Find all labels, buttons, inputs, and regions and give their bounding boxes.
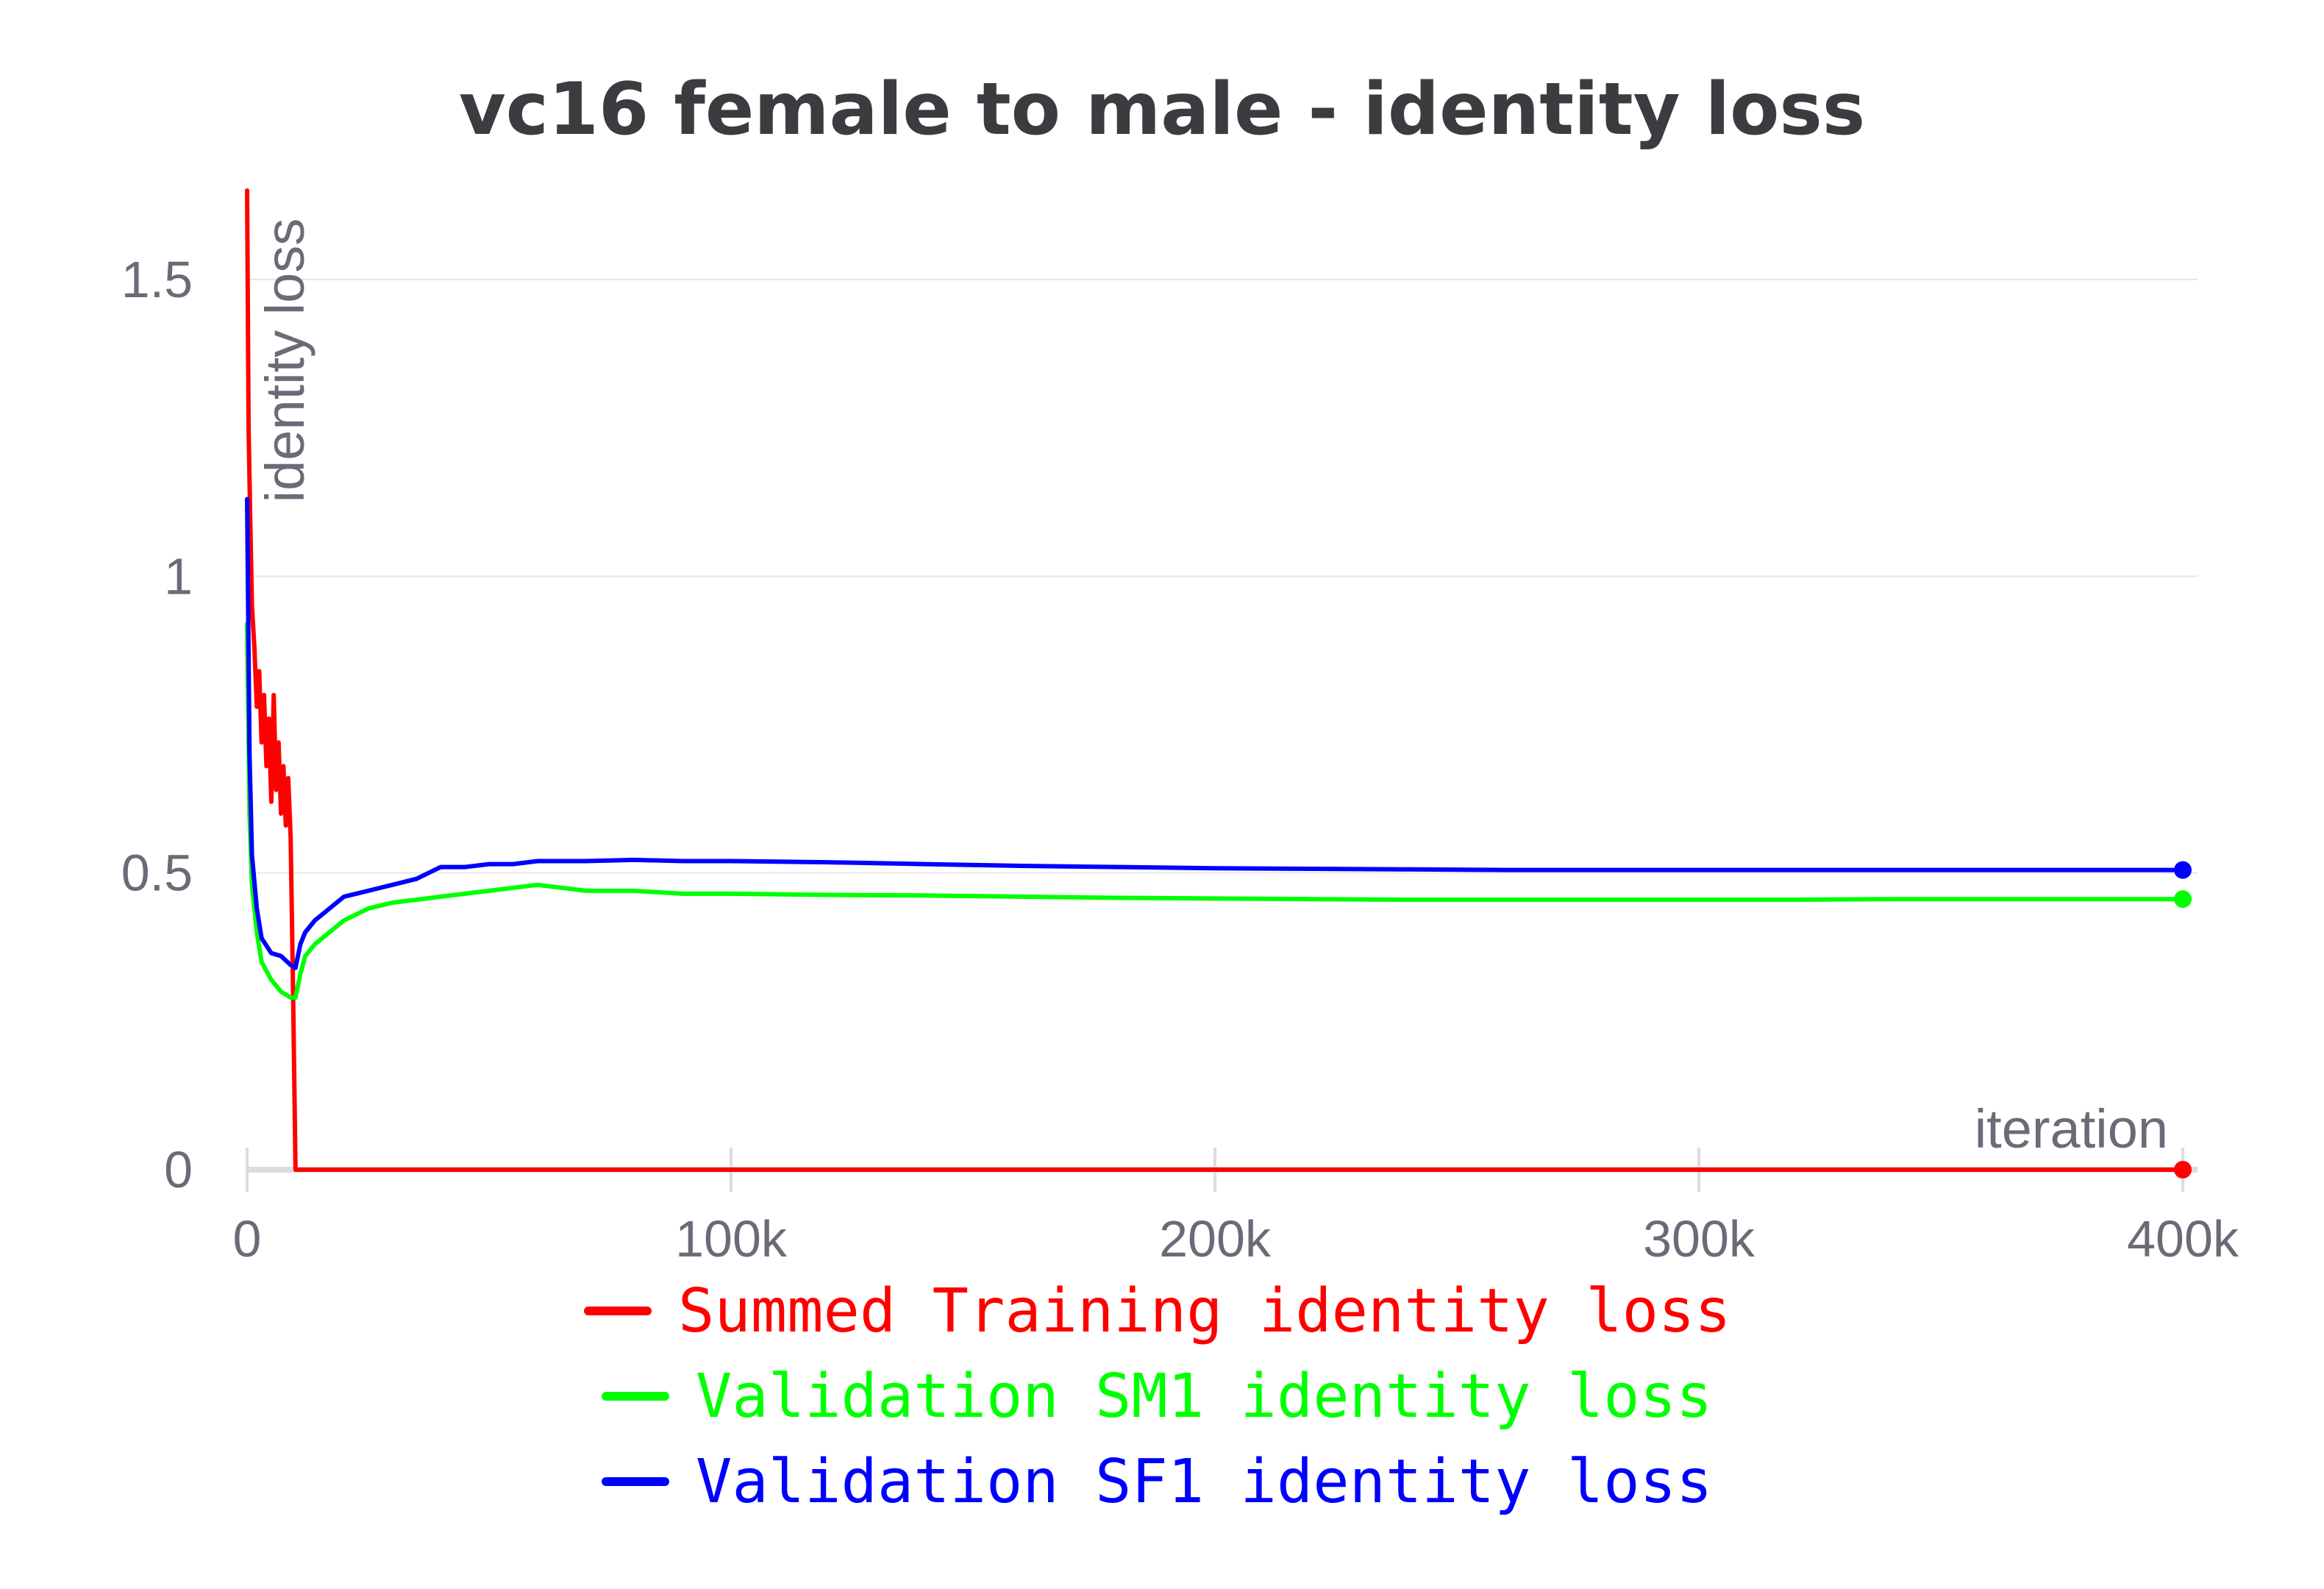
x-tick-label: 0	[233, 1210, 262, 1268]
grid	[247, 278, 2198, 874]
chart-title: vc16 female to male - identity loss	[459, 68, 1865, 152]
x-tick-label: 100k	[675, 1210, 788, 1268]
y-tick-label: 1	[164, 547, 193, 605]
legend-label: Summed Training identity loss	[678, 1276, 1731, 1346]
end-markers	[2174, 861, 2192, 1179]
series-end-marker-1	[2174, 1161, 2192, 1179]
legend-item: Validation SF1 identity loss	[602, 1447, 1712, 1517]
x-tick-label: 300k	[1643, 1210, 1756, 1268]
x-axis-title: iteration	[1975, 1098, 2168, 1159]
legend-label: Validation SF1 identity loss	[696, 1447, 1712, 1517]
y-tick-label: 1.5	[121, 251, 193, 308]
y-tick-label: 0.5	[121, 845, 193, 902]
series-end-marker-3	[2174, 861, 2192, 879]
y-axis-title: identity loss	[254, 218, 316, 503]
series-lines	[245, 188, 2185, 1172]
series-line-1	[245, 188, 2185, 1172]
x-tick-label: 400k	[2127, 1210, 2239, 1268]
series-line-3	[245, 497, 2185, 970]
y-tick-label: 0	[164, 1141, 193, 1198]
axes: 0 0.5 1 1.5 0 100k 200k 300k 400k	[121, 251, 2239, 1268]
legend-label: Validation SM1 identity loss	[696, 1362, 1712, 1432]
legend: Summed Training identity loss Validation …	[584, 1276, 1731, 1517]
legend-item: Summed Training identity loss	[584, 1276, 1731, 1346]
series-line-2	[245, 621, 2185, 1000]
x-tick-label: 200k	[1159, 1210, 1272, 1268]
legend-item: Validation SM1 identity loss	[602, 1362, 1712, 1432]
series-end-marker-2	[2174, 890, 2192, 909]
